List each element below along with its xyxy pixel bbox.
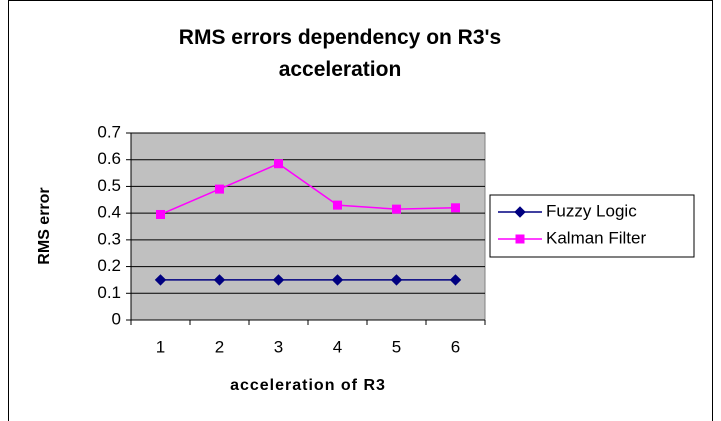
y-axis-label: RMS error (36, 187, 53, 264)
data-point (449, 274, 462, 286)
data-point (390, 274, 403, 286)
y-tick-label: 0.2 (97, 256, 121, 275)
data-point (213, 274, 226, 286)
x-axis-label: acceleration of R3 (230, 377, 386, 394)
x-tick-label: 6 (451, 337, 460, 356)
plot-area (130, 132, 486, 321)
data-point (392, 204, 401, 214)
data-point (333, 200, 342, 210)
y-tick-label: 0.4 (97, 203, 121, 222)
x-tick-label: 1 (156, 337, 165, 356)
data-point (331, 274, 344, 286)
x-tick-label: 4 (333, 337, 342, 356)
legend-marker (515, 234, 525, 244)
x-tick-label: 2 (215, 337, 224, 356)
legend-box (489, 194, 695, 258)
legend-label: Fuzzy Logic (546, 201, 637, 220)
y-tick-label: 0 (112, 309, 121, 328)
legend-marker (514, 206, 526, 218)
y-tick-label: 0.5 (97, 176, 121, 195)
data-point (274, 159, 283, 169)
y-tick-label: 0.3 (97, 229, 121, 248)
data-point (451, 203, 460, 213)
data-point (215, 184, 224, 194)
data-point (272, 274, 285, 286)
y-tick-label: 0.6 (97, 149, 121, 168)
x-tick-label: 5 (392, 337, 401, 356)
data-point (156, 209, 165, 219)
x-tick-label: 3 (274, 337, 283, 356)
legend-label: Kalman Filter (546, 228, 646, 247)
y-tick-label: 0.7 (97, 122, 121, 141)
data-point (154, 274, 167, 286)
series-line (160, 162, 456, 216)
y-tick-label: 0.1 (97, 283, 121, 302)
chart-title: RMS errors dependency on R3's accelerati… (178, 26, 502, 81)
